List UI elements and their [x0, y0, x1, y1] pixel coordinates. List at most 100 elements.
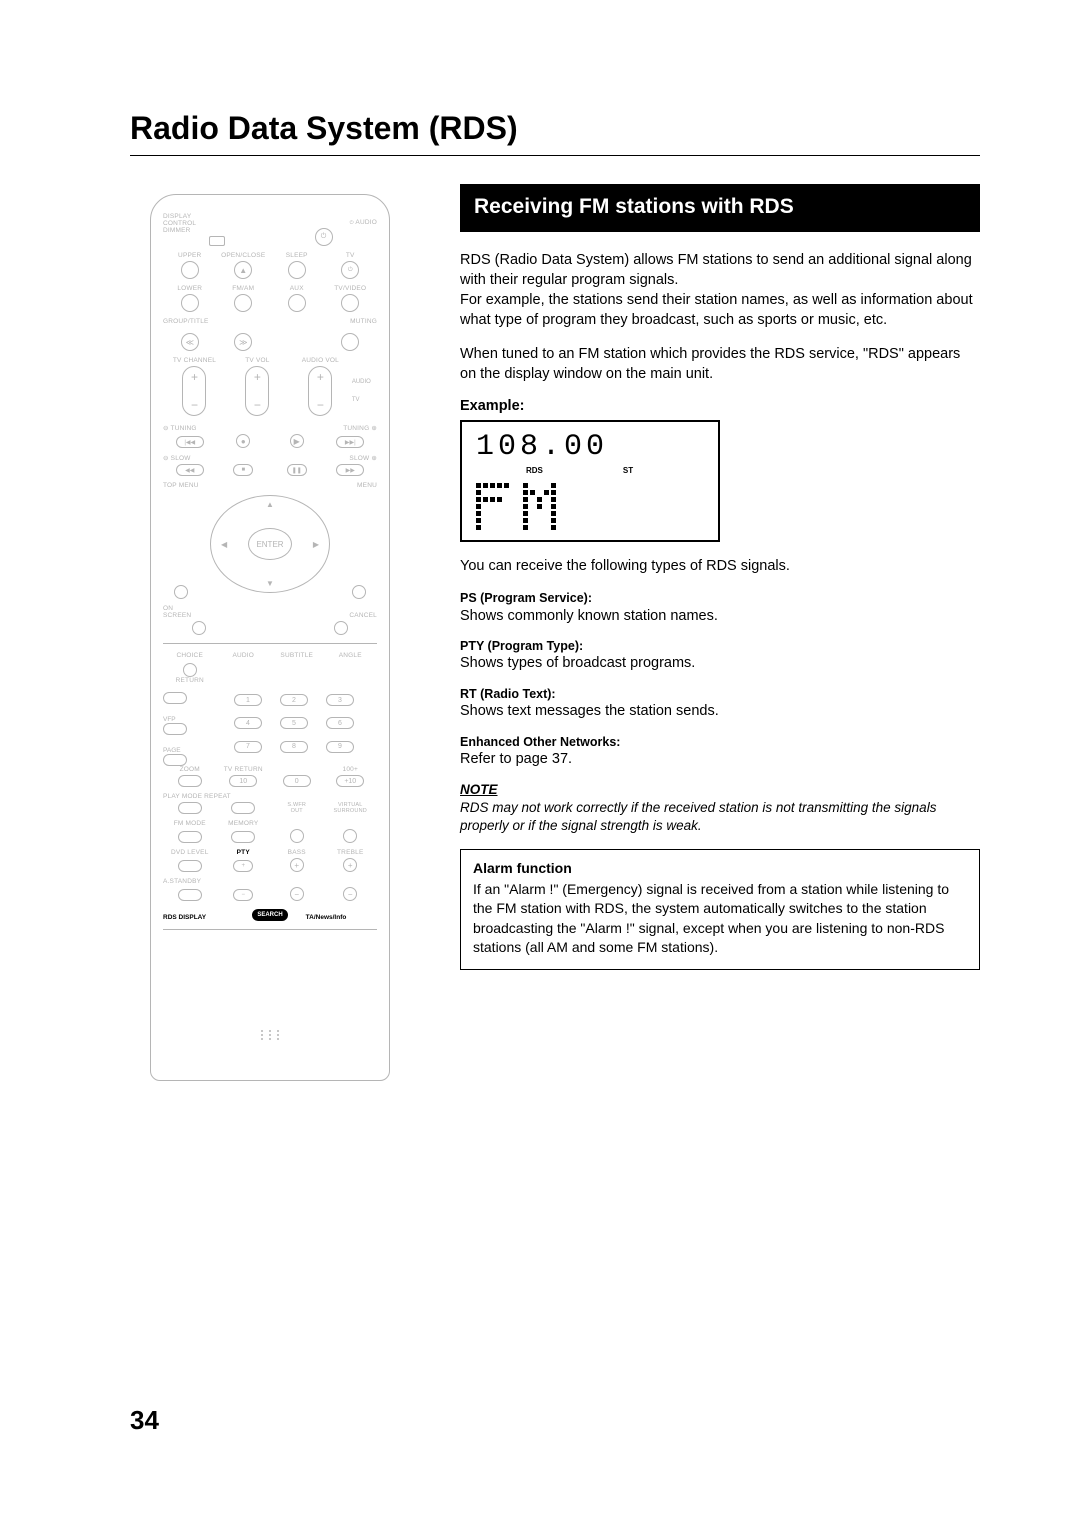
- frequency-readout: 108.00: [476, 432, 704, 462]
- alarm-text: If an "Alarm !" (Emergency) signal is re…: [473, 880, 967, 957]
- note-heading: NOTE: [460, 782, 980, 797]
- page-button: [163, 754, 187, 766]
- play-button: ▶: [290, 434, 304, 448]
- choice-button: [183, 663, 197, 677]
- num-button: +10: [336, 775, 364, 787]
- btn-label: BASS: [270, 849, 324, 856]
- btn-label: A.STANDBY: [163, 878, 217, 885]
- treble-minus-button: −: [343, 887, 357, 901]
- swfr-button: [290, 829, 304, 843]
- pty-plus-button: +: [233, 860, 253, 872]
- btn-label: SLEEP: [270, 252, 324, 259]
- vfp-button: [163, 723, 187, 735]
- btn-label: ANGLE: [324, 652, 378, 659]
- btn-label: ⊖ SLOW: [163, 454, 270, 462]
- btn-label: TV: [324, 252, 378, 259]
- text: For example, the stations send their sta…: [460, 292, 973, 328]
- def-term: PTY (Program Type):: [460, 638, 980, 654]
- astandby-button: [178, 889, 202, 901]
- nav-wheel: ▲ ▼ ◀ ▶ ENTER: [210, 495, 330, 593]
- btn-label: SLOW ⊕: [270, 454, 377, 462]
- btn-label: TV/VIDEO: [324, 285, 378, 292]
- num-button: 5: [280, 717, 308, 729]
- paragraph: RDS (Radio Data System) allows FM statio…: [460, 250, 980, 330]
- btn-label: MEMORY: [217, 820, 271, 827]
- num-button: 7: [234, 741, 262, 753]
- content-column: Receiving FM stations with RDS RDS (Radi…: [460, 184, 980, 1081]
- example-label: Example:: [460, 398, 980, 414]
- btn-label: ZOOM: [163, 766, 217, 773]
- btn-label: LOWER: [163, 285, 217, 292]
- open-close-button: ▲: [234, 261, 252, 279]
- return-button: [163, 692, 187, 704]
- btn-label: CHOICE: [163, 652, 217, 659]
- ta-news-label: TA/News/Info: [306, 914, 377, 921]
- btn-label: DVD LEVEL: [163, 849, 217, 856]
- def-term: RT (Radio Text):: [460, 686, 980, 702]
- btn-label: MENU: [270, 482, 377, 489]
- group-fwd-button: ≫: [234, 333, 252, 351]
- remote-control-diagram: DISPLAYCONTROL DIMMER ⏻ AUDIO ⏻ UPPER OP…: [150, 194, 390, 1081]
- btn-label: UPPER: [163, 252, 217, 259]
- section-heading: Receiving FM stations with RDS: [460, 184, 980, 232]
- tv-button: ⏻: [341, 261, 359, 279]
- def-desc: Shows text messages the station sends.: [460, 702, 980, 722]
- btn-label: RETURN: [163, 677, 217, 684]
- btn-label: VFP: [163, 716, 211, 723]
- btn-label: TV RETURN: [217, 766, 271, 773]
- btn-label: AUDIO VOL: [289, 357, 352, 364]
- treble-plus-button: +: [343, 858, 357, 872]
- bass-minus-button: −: [290, 887, 304, 901]
- display-example: 108.00 RDS ST: [460, 420, 720, 542]
- btn-label: TV CHANNEL: [163, 357, 226, 364]
- btn-label: DIMMER: [163, 227, 270, 234]
- note-text: RDS may not work correctly if the receiv…: [460, 799, 980, 835]
- btn-label: TV VOL: [226, 357, 289, 364]
- fmmode-button: [178, 831, 202, 843]
- prev-button: |◀◀: [176, 436, 204, 448]
- battery-dots: [163, 1030, 377, 1040]
- lower-button: [181, 294, 199, 312]
- st-indicator: ST: [623, 466, 633, 475]
- rewind-button: ◀◀: [176, 464, 204, 476]
- side-label: AUDIO: [352, 379, 377, 385]
- rec-button: ●: [236, 434, 250, 448]
- btn-label: PLAY MODE REPEAT: [163, 793, 270, 800]
- btn-label: OPEN/CLOSE: [217, 252, 271, 259]
- btn-label: DISPLAYCONTROL: [163, 213, 270, 227]
- btn-label: CANCEL: [306, 612, 377, 619]
- def-term: Enhanced Other Networks:: [460, 734, 980, 750]
- dot-letter-f: [476, 483, 509, 530]
- btn-label: SUBTITLE: [270, 652, 324, 659]
- aux-button: [288, 294, 306, 312]
- page-number: 34: [130, 1405, 159, 1436]
- enter-button: ENTER: [248, 528, 292, 560]
- pty-label: PTY: [217, 849, 271, 856]
- num-button: 9: [326, 741, 354, 753]
- btn-label: AUDIO: [217, 652, 271, 659]
- btn-label: TOP MENU: [163, 482, 270, 489]
- upper-button: [181, 261, 199, 279]
- surround-button: [343, 829, 357, 843]
- tv-vol-rocker: +−: [245, 366, 269, 416]
- menu-button: [352, 585, 366, 599]
- pause-button: ❚❚: [287, 464, 307, 476]
- btn-label: TUNING ⊕: [270, 424, 377, 432]
- repeat-button: [231, 802, 255, 814]
- def-desc: Refer to page 37.: [460, 750, 980, 770]
- btn-label: ONSCREEN: [163, 605, 234, 619]
- stop-button: ■: [233, 464, 253, 476]
- band-indicator: [476, 483, 704, 530]
- num-button: 8: [280, 741, 308, 753]
- onscreen-button: [192, 621, 206, 635]
- search-button: SEARCH: [252, 909, 288, 921]
- audio-power-button: ⏻: [315, 228, 333, 246]
- btn-label: AUX: [270, 285, 324, 292]
- btn-label: 100+: [324, 766, 378, 773]
- text: RDS (Radio Data System) allows FM statio…: [460, 252, 972, 288]
- def-desc: Shows types of broadcast programs.: [460, 654, 980, 674]
- btn-label: ⊖ TUNING: [163, 424, 270, 432]
- num-button: 2: [280, 694, 308, 706]
- audio-vol-rocker: +−: [308, 366, 332, 416]
- num-button: 1: [234, 694, 262, 706]
